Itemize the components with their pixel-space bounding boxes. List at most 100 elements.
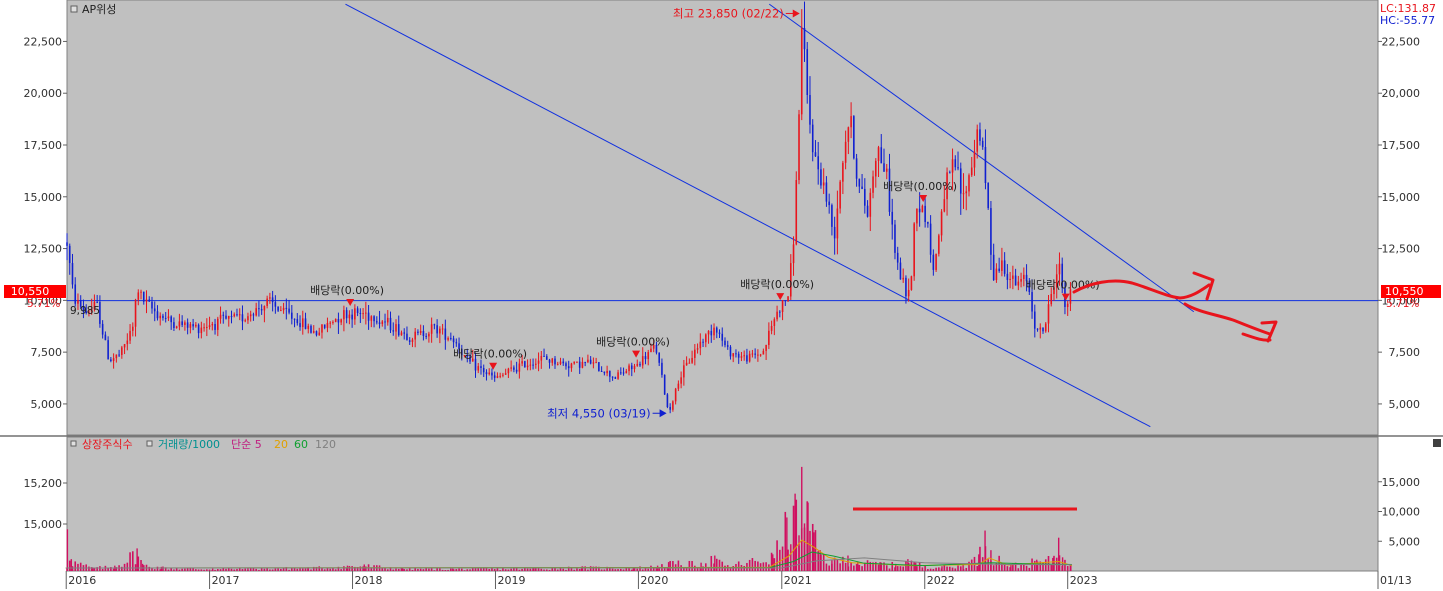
price-candle-body — [959, 168, 962, 194]
price-candle-body — [225, 315, 227, 319]
close-panel-button[interactable] — [1433, 439, 1441, 447]
price-candle-body — [729, 346, 732, 357]
price-candle-body — [1058, 263, 1061, 275]
price-candle-body — [770, 325, 773, 331]
price-candle-body — [214, 324, 216, 330]
price-candle-body — [916, 208, 918, 224]
price-candle-body — [825, 182, 828, 202]
price-candle-body — [595, 362, 597, 364]
price-candle-body — [203, 327, 205, 329]
price-candle-body — [493, 375, 496, 378]
price-candle-body — [606, 370, 608, 374]
volume-bar — [433, 570, 436, 571]
price-candle-body — [839, 181, 841, 209]
price-candle-body — [998, 268, 1000, 271]
volume-bar — [107, 567, 109, 571]
price-candle-body — [463, 355, 466, 357]
legend-box-icon[interactable] — [70, 440, 77, 447]
price-candle-body — [455, 342, 458, 344]
price-candle-body — [641, 356, 644, 366]
volume-bar — [148, 566, 151, 571]
volume-bar — [861, 566, 863, 571]
price-candle-body — [735, 353, 737, 355]
volume-bar — [340, 569, 342, 571]
volume-bar — [518, 569, 521, 571]
legend-box-icon[interactable] — [146, 440, 153, 447]
volume-bar — [112, 568, 115, 571]
price-tick-label-right: 15,000 — [1382, 191, 1421, 204]
volume-bar — [902, 566, 904, 571]
price-candle-body — [291, 312, 293, 319]
volume-bar — [110, 567, 112, 571]
dividend-marker-icon — [1061, 293, 1070, 301]
price-candle-body — [620, 372, 622, 374]
volume-bar — [836, 559, 839, 571]
price-candle-body — [247, 316, 249, 321]
volume-bar — [293, 568, 296, 571]
volume-bar — [959, 566, 962, 571]
price-candle-body — [496, 376, 499, 378]
price-candle-body — [471, 358, 474, 362]
volume-bar — [269, 569, 271, 571]
price-candle-body — [469, 356, 471, 362]
volume-bar — [482, 568, 485, 571]
price-candle-body — [888, 168, 891, 212]
trend-lines[interactable] — [345, 3, 1195, 428]
price-tick-label-left: 5,000 — [31, 398, 63, 411]
price-candle-body — [979, 129, 981, 141]
volume-bar — [425, 568, 427, 571]
price-candle-body — [318, 332, 321, 336]
volume-bar — [151, 568, 153, 571]
price-candle-body — [123, 344, 126, 348]
volume-bar — [795, 499, 798, 571]
price-candle-body — [425, 335, 427, 337]
volume-bar — [123, 563, 126, 571]
price-candle-body — [592, 362, 595, 364]
current-pct-label-left: 5.71% — [27, 298, 60, 310]
legend-ma120: 120 — [315, 438, 336, 451]
price-candle-body — [376, 321, 378, 323]
volume-bar — [227, 568, 230, 571]
volume-bar — [397, 568, 400, 571]
volume-bar — [515, 567, 518, 571]
volume-bar — [326, 567, 329, 571]
volume-tick-label-right: 10,000 — [1382, 506, 1421, 519]
volume-bar — [663, 568, 666, 571]
volume-bar — [954, 568, 957, 571]
volume-bar — [493, 569, 496, 571]
price-tick-label-left: 20,000 — [24, 87, 63, 100]
price-candle-body — [855, 158, 858, 179]
trend-line — [768, 3, 1195, 313]
volume-bar — [447, 569, 449, 571]
volume-bar — [707, 566, 710, 571]
price-candle-body — [274, 302, 277, 307]
price-candle-body — [263, 305, 266, 311]
price-candle-body — [348, 314, 351, 319]
price-candle-body — [450, 338, 452, 340]
price-tick-label-left: 17,500 — [24, 139, 63, 152]
volume-bar — [510, 568, 512, 571]
price-candle-body — [1003, 260, 1006, 274]
price-candle-body — [559, 361, 562, 364]
volume-bar — [96, 567, 98, 571]
price-candle-body — [885, 168, 888, 172]
price-candle-body — [880, 147, 883, 164]
price-candle-body — [581, 361, 584, 368]
price-candle-body — [258, 308, 260, 310]
volume-bar — [329, 568, 331, 571]
volume-bar — [899, 566, 902, 571]
collapse-box-icon[interactable] — [70, 5, 78, 13]
volume-bar — [406, 569, 408, 571]
volume-bar — [809, 530, 811, 571]
volume-bar — [543, 569, 545, 571]
price-candle-body — [732, 353, 735, 357]
price-candle-body — [842, 162, 844, 182]
price-candle-body — [554, 358, 556, 365]
volume-bar — [208, 569, 211, 571]
price-candle-body — [995, 268, 998, 280]
price-candle-body — [529, 364, 532, 366]
price-candle-body — [688, 362, 691, 364]
dividend-marker-icon — [346, 298, 355, 306]
volume-bar — [556, 569, 559, 571]
